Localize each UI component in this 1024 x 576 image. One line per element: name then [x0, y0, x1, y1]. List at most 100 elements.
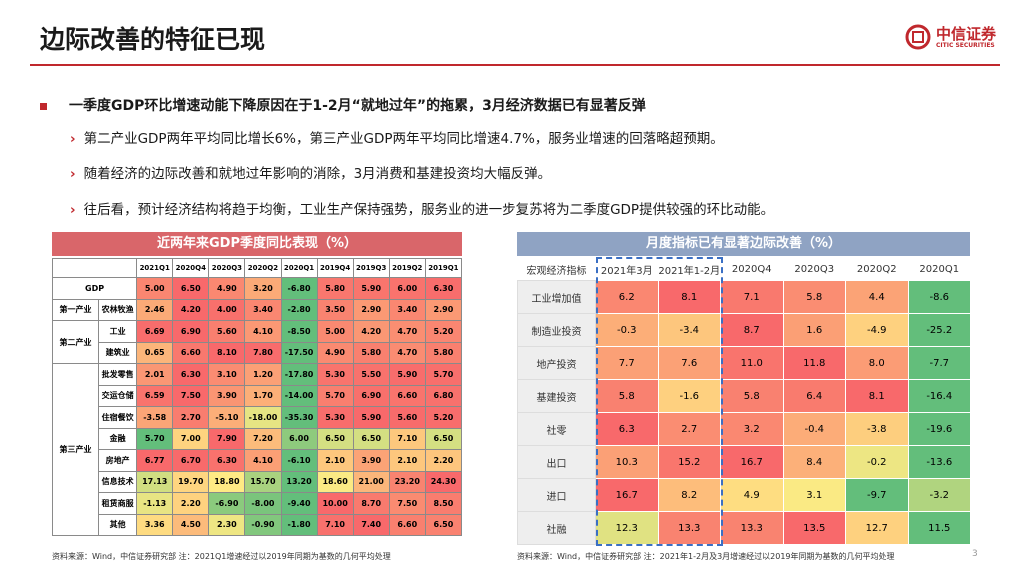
- value-cell: 5.20: [424, 320, 463, 343]
- table-row: 住宿餐饮 -3.58 2.70 -5.10 -18.00 -35.30 5.30 5.90 5.…: [53, 406, 463, 429]
- source-note: 资料来源：Wind，中信证券研究部 注：2021年1-2月及3月增速经过以201…: [517, 552, 895, 561]
- row-label: 租赁商服: [98, 492, 138, 515]
- value-cell: 23.20: [388, 470, 426, 493]
- value-cell: 4.50: [172, 513, 210, 536]
- value-cell: 2.70: [172, 406, 210, 429]
- value-cell: 7.00: [172, 427, 210, 450]
- value-cell: 17.13: [136, 470, 174, 493]
- value-cell: 3.90: [352, 449, 390, 472]
- table-row: GDP 5.00 6.50 4.90 3.20 -6.80 5.80 5.90 6.00 6.30: [51, 277, 463, 300]
- value-cell: 6.30: [172, 363, 210, 386]
- value-cell: 3.10: [208, 363, 246, 386]
- value-cell: 6.60: [388, 384, 426, 407]
- table-row: 信息技术 17.13 19.70 18.80 15.70 13.20 18.60 21.00 2…: [53, 470, 463, 493]
- value-cell: 3.90: [208, 384, 246, 407]
- value-cell: 15.2: [657, 445, 721, 479]
- value-cell: 15.70: [244, 470, 282, 493]
- value-cell: 7.1: [720, 280, 784, 314]
- column-header: 2020Q2: [845, 258, 908, 281]
- value-cell: -8.6: [907, 280, 971, 314]
- value-cell: -18.00: [244, 406, 282, 429]
- value-cell: 18.60: [316, 470, 354, 493]
- column-header: 2019Q4: [316, 258, 354, 278]
- table-row: 社零 6.3 2.7 3.2 -0.4 -3.8 -19.6: [517, 412, 971, 446]
- row-label: 交运仓储: [98, 384, 138, 407]
- value-cell: 6.30: [208, 449, 246, 472]
- row-label: 金融: [98, 427, 138, 450]
- value-cell: 6.77: [136, 449, 174, 472]
- value-cell: 5.60: [388, 406, 426, 429]
- value-cell: 4.9: [720, 478, 784, 512]
- column-header: 2020Q4: [172, 258, 210, 278]
- row-label: 其他: [98, 513, 138, 536]
- value-cell: -5.10: [208, 406, 246, 429]
- logo-en: CITIC SECURITIES: [936, 41, 995, 49]
- value-cell: -14.00: [280, 384, 318, 407]
- value-cell: 4.10: [244, 320, 282, 343]
- value-cell: -3.2: [907, 478, 971, 512]
- value-cell: 5.00: [136, 277, 174, 300]
- value-cell: 8.7: [720, 313, 784, 347]
- column-header: 2019Q3: [352, 258, 390, 278]
- value-cell: 13.3: [657, 511, 721, 545]
- value-cell: 1.20: [244, 363, 282, 386]
- value-cell: 7.6: [657, 346, 721, 380]
- value-cell: 4.70: [388, 320, 426, 343]
- value-cell: 7.50: [388, 492, 426, 515]
- row-label: 信息技术: [98, 470, 138, 493]
- value-cell: -2.80: [280, 298, 318, 321]
- value-cell: 6.50: [424, 427, 463, 450]
- row-label: 出口: [517, 445, 596, 479]
- header-row: 宏观经济指标 2021年3月 2021年1-2月 2020Q4 2020Q3 2020Q2…: [517, 258, 971, 281]
- highlight-box: [596, 257, 723, 546]
- table-title: 月度指标已有显著边际改善（%）: [517, 232, 970, 256]
- value-cell: 6.50: [316, 427, 354, 450]
- value-cell: 7.7: [595, 346, 659, 380]
- value-cell: 7.80: [244, 341, 282, 364]
- value-cell: 2.10: [388, 449, 426, 472]
- column-header: 2020Q4: [720, 258, 783, 281]
- value-cell: 6.30: [424, 277, 463, 300]
- table-row: 交运仓储 6.59 7.50 3.90 1.70 -14.00 5.70 6.90 6.60 6.…: [53, 384, 463, 407]
- value-cell: 1.6: [782, 313, 846, 347]
- logo-icon: [905, 24, 931, 50]
- row-label: 基建投资: [517, 379, 596, 413]
- column-header: 宏观经济指标: [517, 258, 596, 281]
- row-label: 制造业投资: [517, 313, 596, 347]
- value-cell: 12.7: [845, 511, 909, 545]
- column-header: 2020Q1: [280, 258, 318, 278]
- value-cell: -16.4: [907, 379, 971, 413]
- source-note: 资料来源：Wind，中信证券研究部 注：2021Q1增速经过以2019年同期为基…: [52, 552, 391, 561]
- value-cell: 5.8: [720, 379, 784, 413]
- value-cell: 5.00: [316, 320, 354, 343]
- value-cell: -6.80: [280, 277, 318, 300]
- value-cell: 6.90: [172, 320, 210, 343]
- value-cell: 5.80: [424, 341, 463, 364]
- value-cell: -0.2: [845, 445, 909, 479]
- value-cell: -19.6: [907, 412, 971, 446]
- sub-point: 随着经济的边际改善和就地过年影响的消除，3月消费和基建投资均大幅反弹。: [70, 162, 552, 182]
- value-cell: 1.70: [244, 384, 282, 407]
- column-header: 2021Q1: [136, 258, 174, 278]
- value-cell: 6.00: [388, 277, 426, 300]
- value-cell: 3.40: [244, 298, 282, 321]
- value-cell: 0.65: [136, 341, 174, 364]
- value-cell: -9.7: [845, 478, 909, 512]
- value-cell: 3.36: [136, 513, 174, 536]
- value-cell: 6.60: [388, 513, 426, 536]
- value-cell: 4.90: [316, 341, 354, 364]
- value-cell: -3.4: [657, 313, 721, 347]
- table-row: 建筑业 0.65 6.60 8.10 7.80 -17.50 4.90 5.80 4.70 5.8…: [53, 341, 463, 364]
- value-cell: 8.1: [845, 379, 909, 413]
- row-label: 地产投资: [517, 346, 596, 380]
- value-cell: 3.2: [720, 412, 784, 446]
- value-cell: 6.69: [136, 320, 174, 343]
- value-cell: 6.90: [352, 384, 390, 407]
- column-header: 2020Q3: [783, 258, 846, 281]
- table-row: 进口 16.7 8.2 4.9 3.1 -9.7 -3.2: [517, 478, 971, 512]
- value-cell: 7.90: [208, 427, 246, 450]
- value-cell: 24.30: [424, 470, 463, 493]
- value-cell: 2.30: [208, 513, 246, 536]
- value-cell: 5.80: [316, 277, 354, 300]
